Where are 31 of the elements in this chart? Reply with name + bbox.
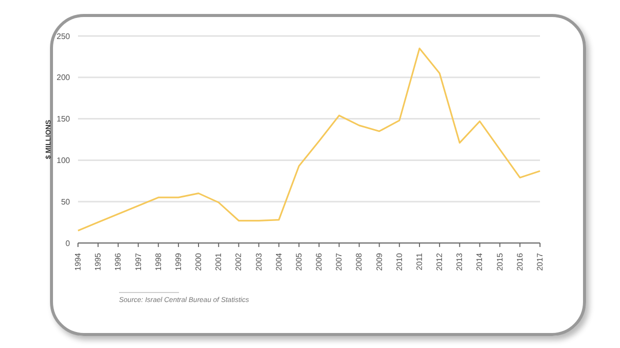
x-tick-label: 2011 <box>414 252 424 270</box>
x-tick-label: 1994 <box>74 252 82 271</box>
x-tick-label: 1996 <box>114 252 123 271</box>
y-tick-label: 50 <box>61 197 71 206</box>
x-tick-label: 2001 <box>214 252 224 271</box>
x-tick-label: 1998 <box>154 252 163 271</box>
x-tick-label: 2002 <box>234 252 244 271</box>
y-tick-label: 0 <box>66 238 71 248</box>
x-tick-label: 2015 <box>495 252 504 271</box>
x-tick-label: 2000 <box>194 252 204 271</box>
x-tick-label: 2009 <box>374 252 384 271</box>
x-tick-label: 2003 <box>254 252 264 271</box>
x-tick-label: 1997 <box>134 252 143 271</box>
x-tick-label: 2013 <box>455 252 464 271</box>
x-tick-label: 2014 <box>475 252 484 271</box>
x-tick-label: 2016 <box>515 252 524 271</box>
y-tick-label: 200 <box>56 73 71 82</box>
x-tick-label: 2007 <box>334 252 344 271</box>
line-series <box>77 48 541 232</box>
x-tick-label: 2008 <box>354 252 364 271</box>
x-tick-label: 1999 <box>174 252 183 271</box>
x-tick-label: 2005 <box>294 252 304 271</box>
y-tick-label: 150 <box>56 114 71 124</box>
y-tick-label: 100 <box>56 156 71 166</box>
x-tick-label: 2010 <box>394 252 404 271</box>
x-tick-label: 2017 <box>536 252 544 271</box>
y-tick-label: 250 <box>56 32 71 41</box>
x-tick-label: 2004 <box>274 252 284 271</box>
x-tick-label: 2012 <box>435 252 444 271</box>
x-tick-label: 1995 <box>94 252 103 271</box>
x-tick-label: 2006 <box>314 252 324 271</box>
